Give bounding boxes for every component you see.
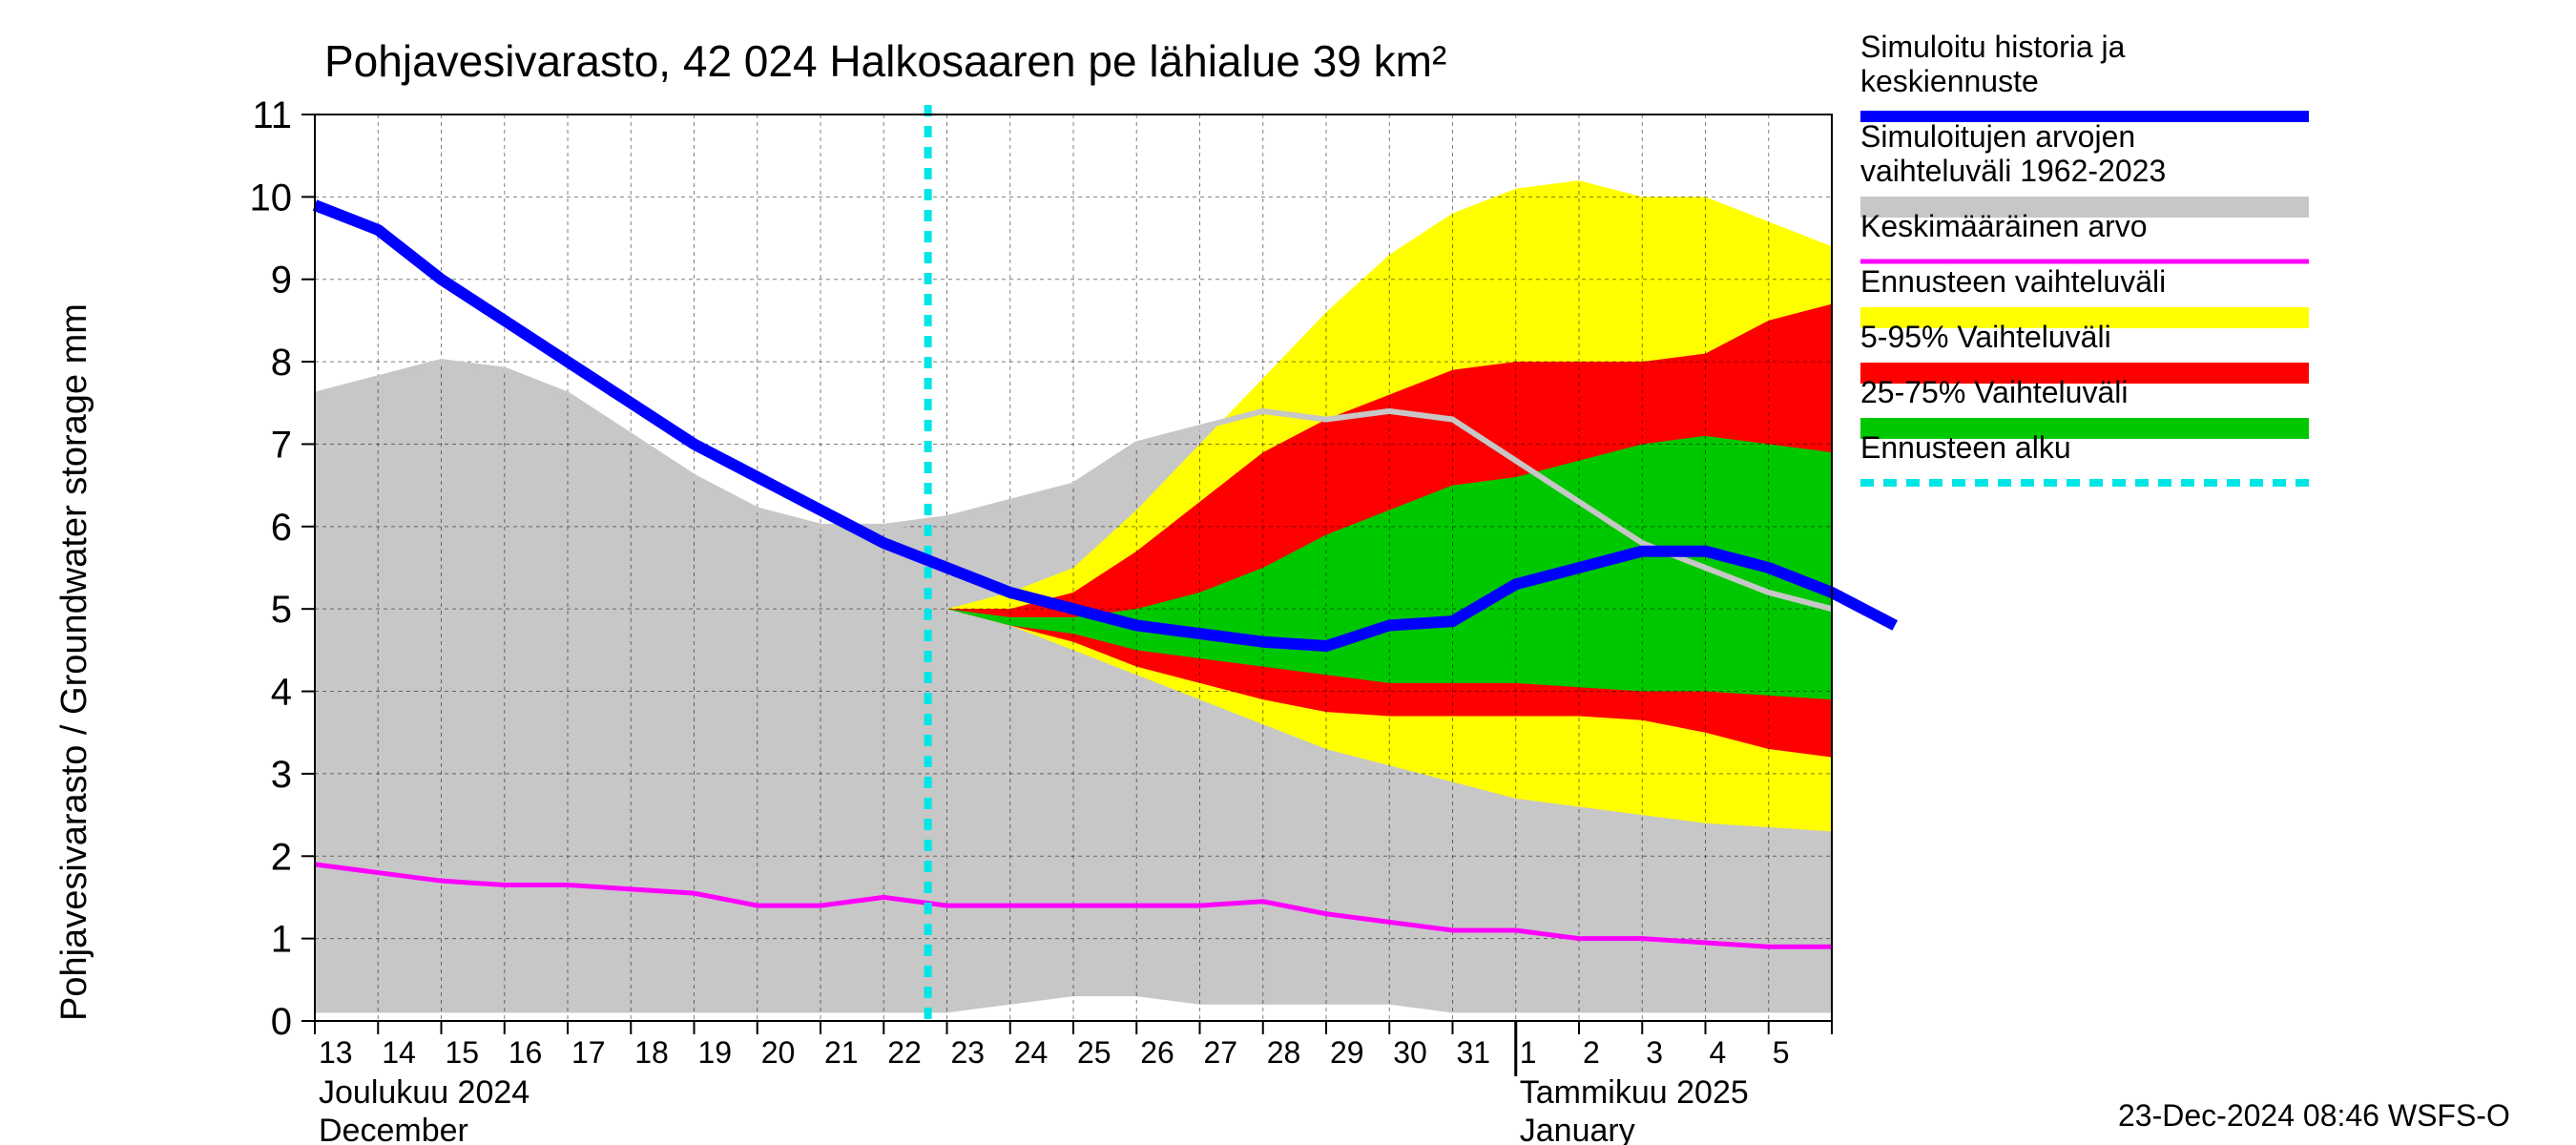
x-tick-label: 27 [1204, 1035, 1238, 1070]
x-tick-label: 19 [698, 1035, 733, 1070]
x-tick-label: 25 [1077, 1035, 1111, 1070]
x-tick-label: 5 [1773, 1035, 1790, 1070]
x-tick-label: 14 [382, 1035, 416, 1070]
month-label: December [319, 1113, 468, 1145]
legend-label: Simuloitujen arvojen [1860, 119, 2135, 154]
legend-label: vaihteluväli 1962-2023 [1860, 154, 2166, 188]
y-tick-label: 2 [271, 836, 292, 878]
legend-label: 5-95% Vaihteluväli [1860, 320, 2111, 354]
legend-label: keskiennuste [1860, 64, 2039, 98]
x-tick-label: 29 [1330, 1035, 1364, 1070]
y-tick-label: 10 [250, 177, 293, 219]
x-tick-label: 4 [1710, 1035, 1727, 1070]
x-tick-label: 13 [319, 1035, 353, 1070]
x-tick-label: 21 [824, 1035, 859, 1070]
x-tick-label: 15 [446, 1035, 480, 1070]
x-tick-label: 31 [1457, 1035, 1491, 1070]
x-tick-label: 24 [1014, 1035, 1049, 1070]
x-tick-label: 17 [571, 1035, 606, 1070]
chart-title: Pohjavesivarasto, 42 024 Halkosaaren pe … [324, 36, 1446, 86]
footer-timestamp: 23-Dec-2024 08:46 WSFS-O [2118, 1098, 2510, 1133]
y-tick-label: 8 [271, 342, 292, 384]
x-tick-label: 16 [509, 1035, 543, 1070]
y-tick-label: 5 [271, 589, 292, 631]
chart-container: 0123456789101113141516171819202122232425… [0, 0, 2576, 1145]
x-tick-label: 18 [634, 1035, 669, 1070]
x-tick-label: 26 [1140, 1035, 1174, 1070]
y-tick-label: 6 [271, 507, 292, 549]
x-tick-label: 28 [1267, 1035, 1301, 1070]
x-tick-label: 22 [887, 1035, 922, 1070]
legend-label: 25-75% Vaihteluväli [1860, 375, 2128, 409]
legend-label: Keskimääräinen arvo [1860, 209, 2148, 243]
x-tick-label: 23 [951, 1035, 986, 1070]
chart-svg: 0123456789101113141516171819202122232425… [0, 0, 2576, 1145]
y-tick-label: 7 [271, 424, 292, 466]
y-axis-title: Pohjavesivarasto / Groundwater storage m… [54, 303, 94, 1021]
x-tick-label: 3 [1646, 1035, 1663, 1070]
y-tick-label: 9 [271, 260, 292, 302]
y-tick-label: 3 [271, 754, 292, 796]
x-tick-label: 1 [1520, 1035, 1537, 1070]
x-tick-label: 30 [1393, 1035, 1427, 1070]
y-tick-label: 1 [271, 919, 292, 961]
y-tick-label: 11 [252, 94, 292, 136]
x-tick-label: 20 [761, 1035, 796, 1070]
legend-label: Ennusteen vaihteluväli [1860, 264, 2166, 299]
month-label: January [1520, 1113, 1635, 1145]
y-tick-label: 4 [271, 672, 292, 714]
y-tick-label: 0 [271, 1001, 292, 1043]
legend-label: Simuloitu historia ja [1860, 30, 2126, 64]
month-label: Tammikuu 2025 [1520, 1074, 1749, 1111]
x-tick-label: 2 [1583, 1035, 1600, 1070]
month-label: Joulukuu 2024 [319, 1074, 530, 1111]
legend-label: Ennusteen alku [1860, 430, 2071, 465]
